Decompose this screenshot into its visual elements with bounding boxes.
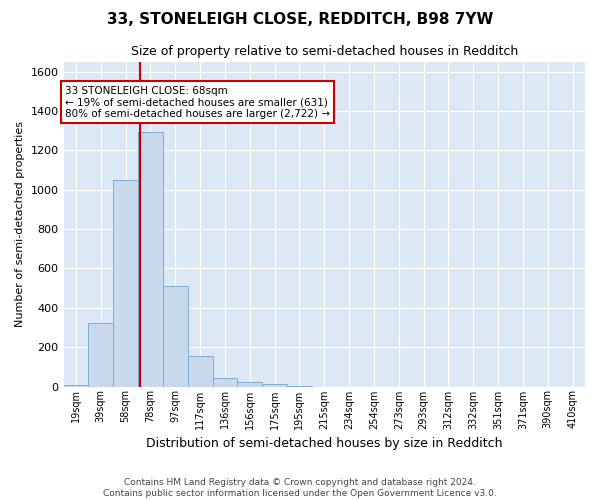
Text: 33 STONELEIGH CLOSE: 68sqm
← 19% of semi-detached houses are smaller (631)
80% o: 33 STONELEIGH CLOSE: 68sqm ← 19% of semi… [65,86,330,118]
Bar [212,378,238,386]
Text: Contains HM Land Registry data © Crown copyright and database right 2024.
Contai: Contains HM Land Registry data © Crown c… [103,478,497,498]
Bar [238,382,262,386]
Bar [138,132,163,386]
Bar [262,384,287,386]
Bar [188,356,212,386]
X-axis label: Distribution of semi-detached houses by size in Redditch: Distribution of semi-detached houses by … [146,437,503,450]
Text: 33, STONELEIGH CLOSE, REDDITCH, B98 7YW: 33, STONELEIGH CLOSE, REDDITCH, B98 7YW [107,12,493,28]
Bar [163,286,188,386]
Bar [113,180,138,386]
Bar [88,322,113,386]
Y-axis label: Number of semi-detached properties: Number of semi-detached properties [15,121,25,327]
Title: Size of property relative to semi-detached houses in Redditch: Size of property relative to semi-detach… [131,45,518,58]
Bar [64,384,88,386]
